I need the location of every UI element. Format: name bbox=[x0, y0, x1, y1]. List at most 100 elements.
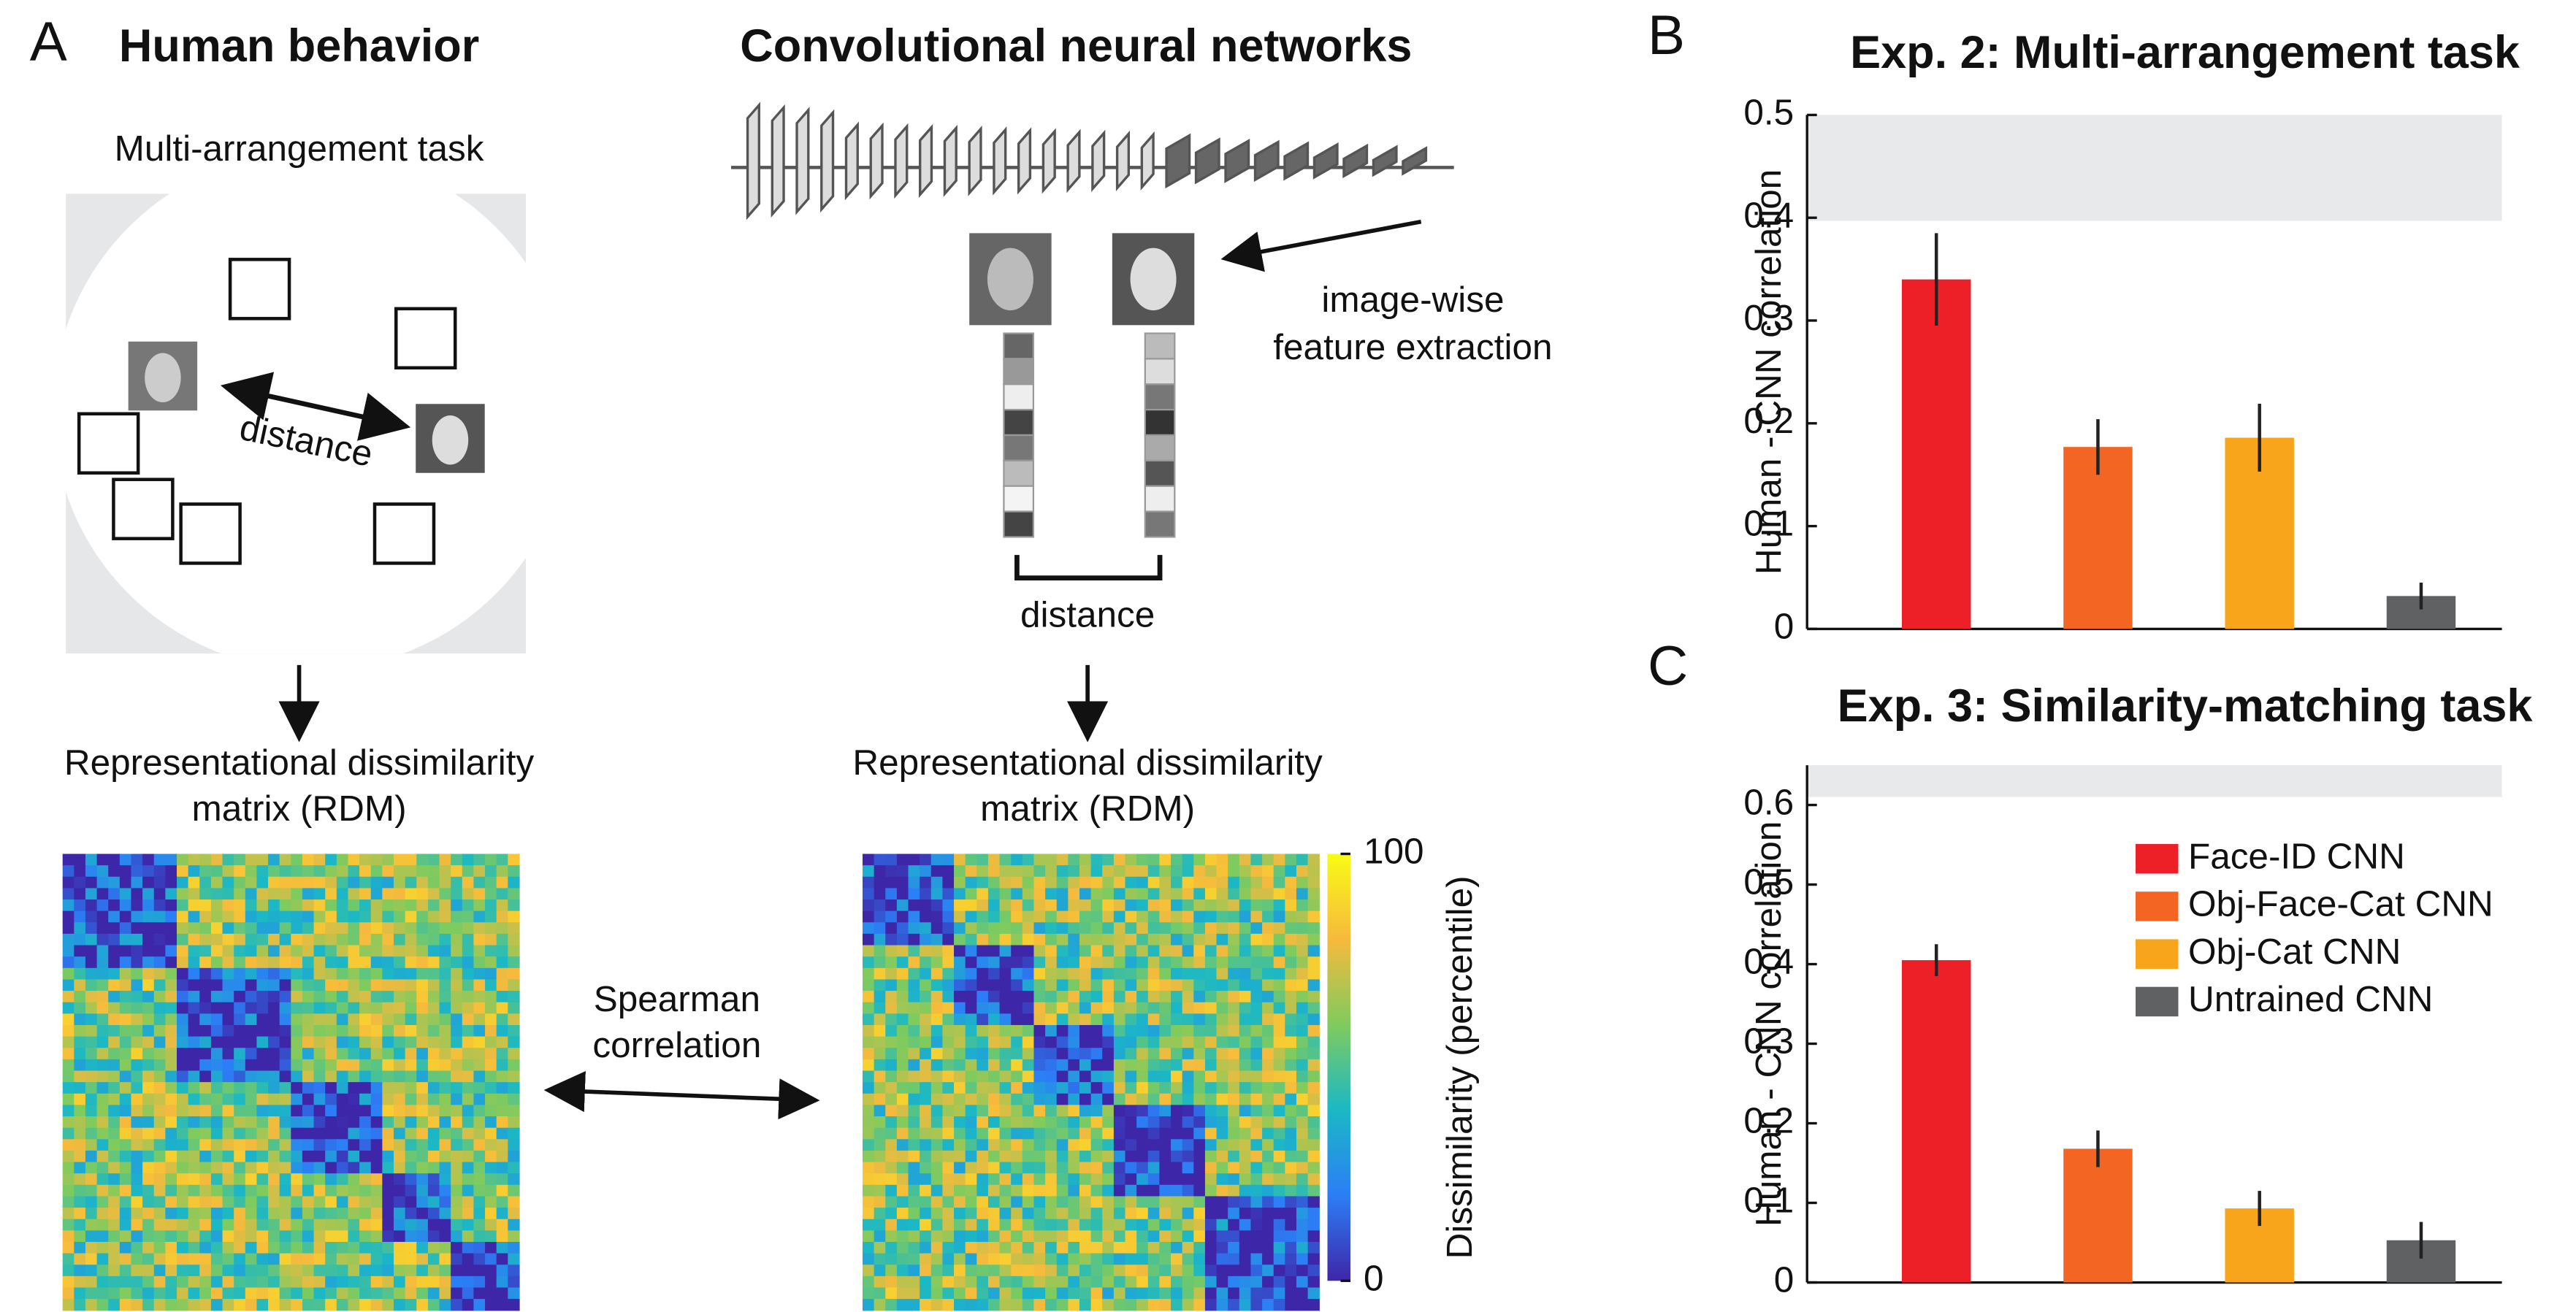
rdm-cell bbox=[473, 967, 486, 981]
rdm-cell bbox=[1033, 933, 1046, 946]
rdm-cell bbox=[325, 853, 337, 866]
rdm-cell bbox=[268, 876, 280, 889]
rdm-cell bbox=[862, 1287, 875, 1300]
rdm-cell bbox=[908, 1162, 920, 1174]
rdm-cell bbox=[930, 1139, 944, 1151]
rdm-cell bbox=[393, 1287, 406, 1300]
rdm-cell bbox=[451, 910, 463, 923]
rdm-cell bbox=[142, 888, 155, 900]
rdm-cell bbox=[1296, 865, 1309, 878]
rdm-cell bbox=[1090, 1070, 1103, 1083]
rdm-cell bbox=[199, 1059, 212, 1072]
rdm-cell bbox=[359, 1219, 372, 1232]
rdm-cell bbox=[119, 1275, 132, 1289]
rdm-cell bbox=[313, 853, 326, 866]
rdm-cell bbox=[1033, 865, 1046, 878]
rdm-cell bbox=[462, 876, 475, 889]
rdm-cell bbox=[348, 933, 360, 946]
rdm-cell bbox=[131, 899, 143, 912]
rdm-cell bbox=[485, 1116, 497, 1129]
rdm-cell bbox=[439, 1070, 451, 1083]
rdm-cell bbox=[268, 1196, 280, 1208]
rdm-cell bbox=[177, 1253, 189, 1265]
chart-title: Exp. 3: Similarity-matching task bbox=[1838, 680, 2534, 732]
rdm-cell bbox=[222, 1116, 234, 1129]
rdm-cell bbox=[1239, 1048, 1252, 1060]
rdm-cell bbox=[1296, 1173, 1309, 1186]
rdm-cell bbox=[473, 1219, 486, 1232]
rdm-cell bbox=[942, 1253, 955, 1265]
rdm-cell bbox=[485, 933, 497, 946]
rdm-cell bbox=[1045, 979, 1058, 991]
rdm-cell bbox=[942, 853, 955, 866]
rdm-cell bbox=[908, 1275, 920, 1289]
rdm-cell bbox=[188, 1082, 200, 1094]
rdm-cell bbox=[1296, 967, 1309, 981]
rdm-cell bbox=[439, 933, 451, 946]
rdm-cell bbox=[508, 1002, 520, 1015]
rdm-cell bbox=[439, 1116, 451, 1129]
rdm-cell bbox=[1147, 967, 1161, 981]
rdm-cell bbox=[1125, 1070, 1137, 1083]
rdm-cell bbox=[896, 967, 909, 981]
rdm-cell bbox=[325, 865, 337, 878]
rdm-cell bbox=[1102, 876, 1115, 889]
rdm-cell bbox=[1239, 945, 1252, 957]
rdm-cell bbox=[245, 1241, 258, 1254]
rdm-cell bbox=[908, 1036, 920, 1048]
rdm-cell bbox=[920, 922, 932, 935]
rdm-cell bbox=[885, 1253, 898, 1265]
rdm-cell bbox=[1102, 1241, 1115, 1254]
rdm-cell bbox=[1285, 1048, 1297, 1060]
rdm-cell bbox=[1045, 967, 1058, 981]
rdm-cell bbox=[313, 1093, 326, 1106]
rdm-cell bbox=[234, 1002, 246, 1015]
rdm-cell bbox=[920, 1265, 932, 1277]
rdm-cell bbox=[896, 1013, 909, 1026]
rdm-cell bbox=[325, 1093, 337, 1106]
rdm-cell bbox=[1147, 1184, 1161, 1197]
rdm-cell bbox=[1068, 1241, 1080, 1254]
rdm-cell bbox=[165, 945, 177, 957]
rdm-cell bbox=[439, 991, 451, 1003]
rdm-cell bbox=[999, 1299, 1012, 1311]
rdm-cell bbox=[1216, 1219, 1228, 1232]
rdm-cell bbox=[1147, 991, 1161, 1003]
rdm-cell bbox=[165, 1093, 177, 1106]
rdm-cell bbox=[862, 1116, 875, 1129]
rdm-cell bbox=[1113, 1275, 1126, 1289]
rdm-cell bbox=[1193, 945, 1206, 957]
rdm-cell bbox=[1307, 899, 1320, 912]
rdm-cell bbox=[1296, 979, 1309, 991]
rdm-cell bbox=[1216, 1287, 1228, 1300]
rdm-cell bbox=[348, 1070, 360, 1083]
rdm-cell bbox=[279, 1048, 291, 1060]
rdm-cell bbox=[279, 956, 291, 969]
rdm-cell bbox=[1239, 1184, 1252, 1197]
rdm-cell bbox=[965, 1036, 977, 1048]
rdm-cell bbox=[930, 1299, 944, 1311]
rdm-cell bbox=[1250, 1173, 1263, 1186]
rdm-cell bbox=[1216, 1162, 1228, 1174]
rdm-cell bbox=[119, 1105, 132, 1117]
rdm-cell bbox=[153, 1048, 167, 1060]
rdm-cell bbox=[222, 1241, 234, 1254]
rdm-cell bbox=[291, 1116, 303, 1129]
rdm-cell bbox=[485, 865, 497, 878]
rdm-cell bbox=[256, 979, 269, 991]
rdm-cell bbox=[1056, 979, 1069, 991]
rdm-cell bbox=[256, 899, 269, 912]
rdm-cell bbox=[165, 1265, 177, 1277]
rdm-cell bbox=[96, 1230, 109, 1243]
rdm-cell bbox=[382, 1196, 394, 1208]
rdm-cell bbox=[108, 1184, 121, 1197]
rdm-cell bbox=[1285, 865, 1297, 878]
rdm-cell bbox=[382, 899, 394, 912]
rdm-cell bbox=[1239, 1024, 1252, 1037]
rdm-cell bbox=[920, 1105, 932, 1117]
rdm-cell bbox=[1045, 1036, 1058, 1048]
rdm-cell bbox=[359, 967, 372, 981]
rdm-cell bbox=[485, 991, 497, 1003]
vector-cell bbox=[1144, 332, 1176, 360]
rdm-cell bbox=[279, 1219, 291, 1232]
